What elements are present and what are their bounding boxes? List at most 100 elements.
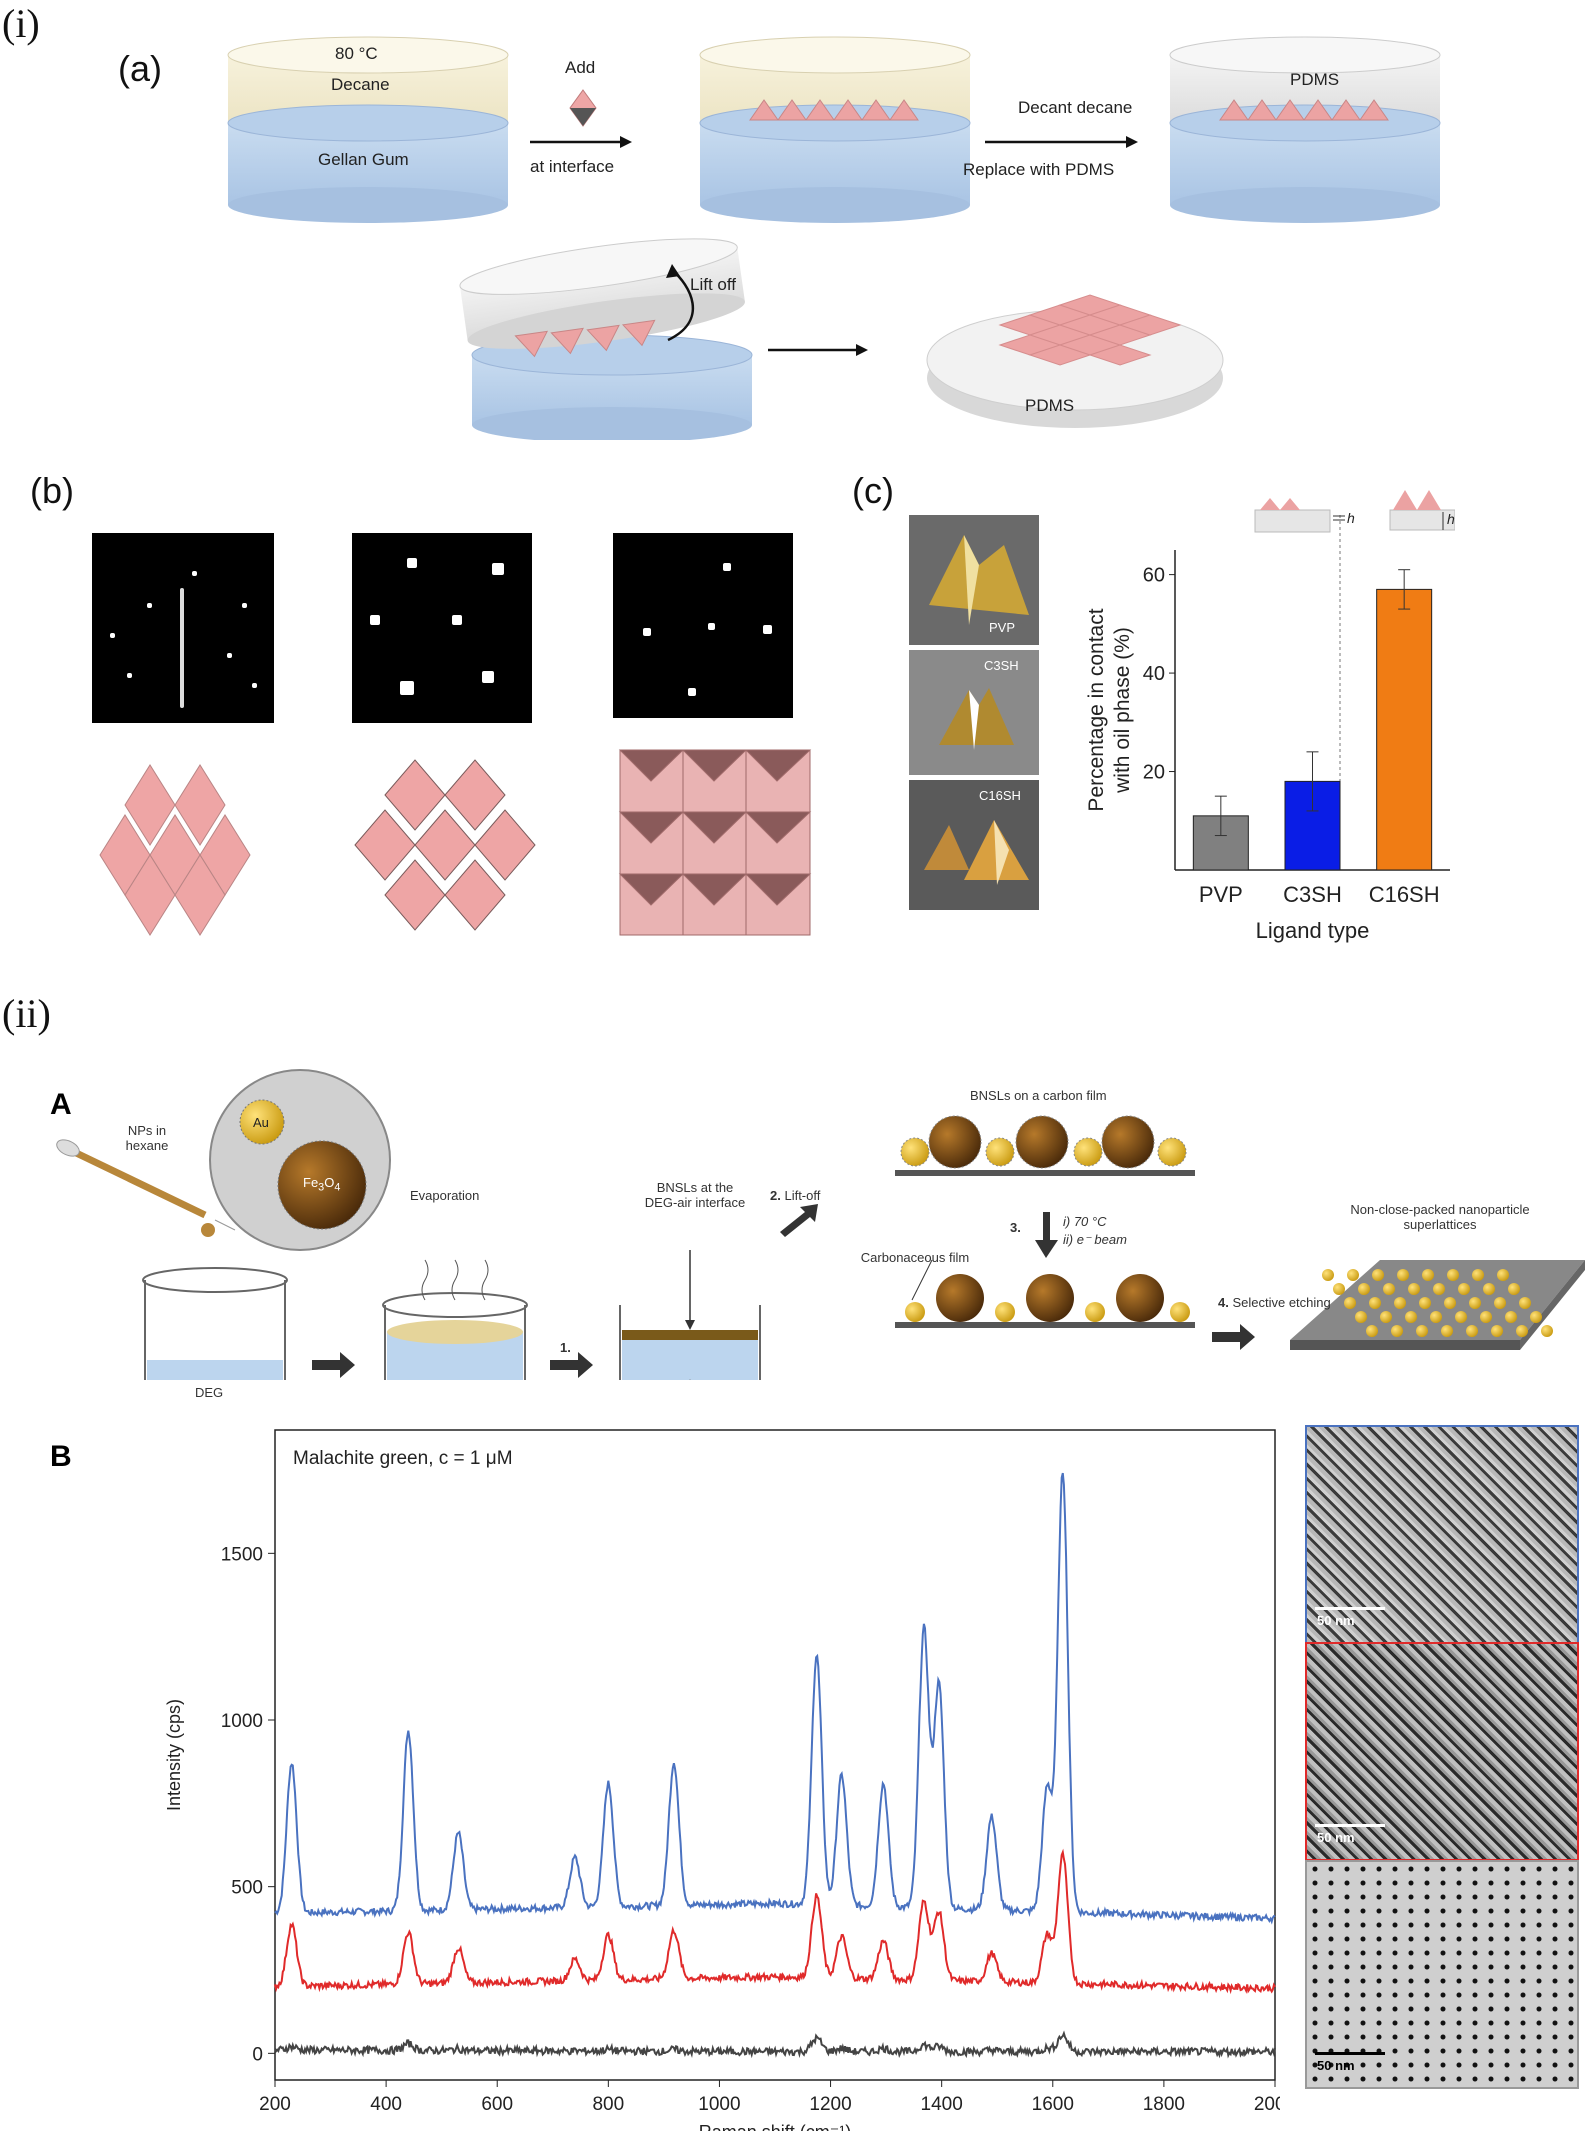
inset-flat: h <box>1254 498 1355 533</box>
pdms-bottom-label: PDMS <box>1025 396 1075 415</box>
bar-ytick-label: 40 <box>1143 663 1165 685</box>
diffraction-image-1 <box>92 533 274 723</box>
bar-c16sh <box>1376 588 1433 871</box>
raman-series-red <box>274 1848 1276 1995</box>
lift-off-label: Lift off <box>690 275 736 294</box>
raman-ytick-label: 1000 <box>221 1711 263 1732</box>
carbonaceous-label: Carbonaceous film <box>860 1250 970 1265</box>
step4-label: 4. Selective etching <box>1218 1295 1331 1310</box>
panel-A-schematic <box>56 1069 1585 1380</box>
panel-B-label: B <box>50 1440 72 1473</box>
au-particle <box>1408 1283 1420 1295</box>
raman-xtick-label: 400 <box>370 2094 402 2115</box>
tem-image-gray: 50 nm <box>1305 1860 1579 2089</box>
evaporation-label: Evaporation <box>410 1188 480 1203</box>
scale-bar-3: 50 nm <box>1317 2058 1355 2073</box>
afm-label-c16sh: C16SH <box>979 788 1021 803</box>
raman-y-label: Intensity (cps) <box>164 1699 184 1811</box>
au-particle <box>1455 1311 1467 1323</box>
raman-xtick-label: 800 <box>592 2094 624 2115</box>
dish-decane-gellan <box>227 36 509 223</box>
au-particle <box>1369 1297 1381 1309</box>
ncp-superlattice <box>1290 1260 1585 1350</box>
au-particle <box>1366 1325 1378 1337</box>
au-particle <box>1380 1311 1392 1323</box>
bar-category-label: C16SH <box>1369 882 1440 907</box>
au-particle <box>1480 1311 1492 1323</box>
au-particle <box>1347 1269 1359 1281</box>
beaker-3 <box>619 1250 761 1380</box>
decant-label: Decant decane <box>1018 98 1133 117</box>
au-particle <box>1394 1297 1406 1309</box>
raman-chart: 200 400 600 800 1000 1200 1400 1600 1800 2000 0 500… <box>164 1429 1280 2131</box>
au-particle <box>1519 1297 1531 1309</box>
diffraction-image-2 <box>352 533 532 723</box>
scale-bar-2: 50 nm <box>1317 1830 1355 1845</box>
au-particle <box>1397 1269 1409 1281</box>
au-particle <box>1433 1283 1445 1295</box>
raman-xtick-label: 200 <box>259 2094 291 2115</box>
afm-image-pvp: PVP <box>909 515 1039 645</box>
raman-ytick-label: 0 <box>252 2044 263 2065</box>
raman-xtick-label: 2000 <box>1254 2094 1280 2115</box>
raman-xtick-label: 1800 <box>1143 2094 1185 2115</box>
diffraction-image-3 <box>613 533 793 718</box>
step3-num: 3. <box>1010 1220 1021 1235</box>
fe3o4-label: Fe3O4 <box>303 1175 341 1194</box>
au-particle <box>1508 1283 1520 1295</box>
raman-plot-frame <box>274 1429 1276 2081</box>
at-interface-label: at interface <box>530 157 615 176</box>
au-particle <box>1383 1283 1395 1295</box>
pdms-slab <box>926 294 1224 428</box>
au-particle <box>1422 1269 1434 1281</box>
au-particle <box>1333 1283 1345 1295</box>
superlattice-models <box>99 749 812 936</box>
afm-label-c3sh: C3SH <box>984 658 1019 673</box>
inset-tall: h <box>1389 490 1455 531</box>
panel-a-label: (a) <box>118 48 162 89</box>
raman-xtick-label: 1600 <box>1032 2094 1074 2115</box>
bnsl-carbon-film <box>895 1115 1195 1176</box>
au-particle <box>1494 1297 1506 1309</box>
raman-title: Malachite green, c = 1 μM <box>293 1448 513 1469</box>
panel-c-label: (c) <box>852 470 894 511</box>
raman-xtick-label: 600 <box>481 2094 513 2115</box>
au-particle <box>1416 1325 1428 1337</box>
tem-image-red: 50 nm <box>1305 1642 1579 1861</box>
bar-ytick-label: 60 <box>1143 565 1165 587</box>
section-label-ii: (ii) <box>2 991 51 1036</box>
beaker-1 <box>142 1267 288 1380</box>
au-particle <box>1391 1325 1403 1337</box>
step3b-label: ii) e⁻ beam <box>1063 1232 1127 1247</box>
step2-label: 2. Lift-off <box>770 1188 821 1203</box>
dish-lift-off <box>459 238 753 440</box>
beaker-2 <box>382 1259 528 1380</box>
au-particle <box>1491 1325 1503 1337</box>
au-particle <box>1472 1269 1484 1281</box>
au-particle <box>1355 1311 1367 1323</box>
raman-ytick-label: 1500 <box>221 1544 263 1565</box>
au-particle <box>1405 1311 1417 1323</box>
au-particle <box>1469 1297 1481 1309</box>
au-particle <box>1497 1269 1509 1281</box>
bar-y-label: Percentage in contact with oil phase (%) <box>1085 608 1134 811</box>
deg-label: DEG <box>195 1385 224 1400</box>
panel-b-label: (b) <box>30 470 74 511</box>
step3a-label: i) 70 °C <box>1063 1214 1107 1229</box>
ncp-label: Non-close-packed nanoparticle superlatti… <box>1350 1202 1530 1232</box>
au-particle <box>1358 1283 1370 1295</box>
afm-image-c16sh: C16SH <box>909 780 1039 910</box>
panel-A-label: A <box>50 1088 72 1121</box>
add-label: Add <box>565 58 596 77</box>
au-label: Au <box>253 1115 269 1130</box>
raman-xtick-label: 1000 <box>698 2094 740 2115</box>
afm-image-c3sh: C3SH <box>909 650 1039 775</box>
bar-category-label: C3SH <box>1283 882 1342 907</box>
scale-bar-1: 50 nm <box>1317 1613 1355 1628</box>
au-particle <box>1516 1325 1528 1337</box>
au-particle <box>1541 1325 1553 1337</box>
au-particle <box>1322 1269 1334 1281</box>
replace-label: Replace with PDMS <box>963 160 1115 179</box>
dish-interface <box>699 36 971 223</box>
bar-chart: 20 40 60 PVP C3SH C16SH Ligand type Percentage … <box>1085 490 1455 943</box>
